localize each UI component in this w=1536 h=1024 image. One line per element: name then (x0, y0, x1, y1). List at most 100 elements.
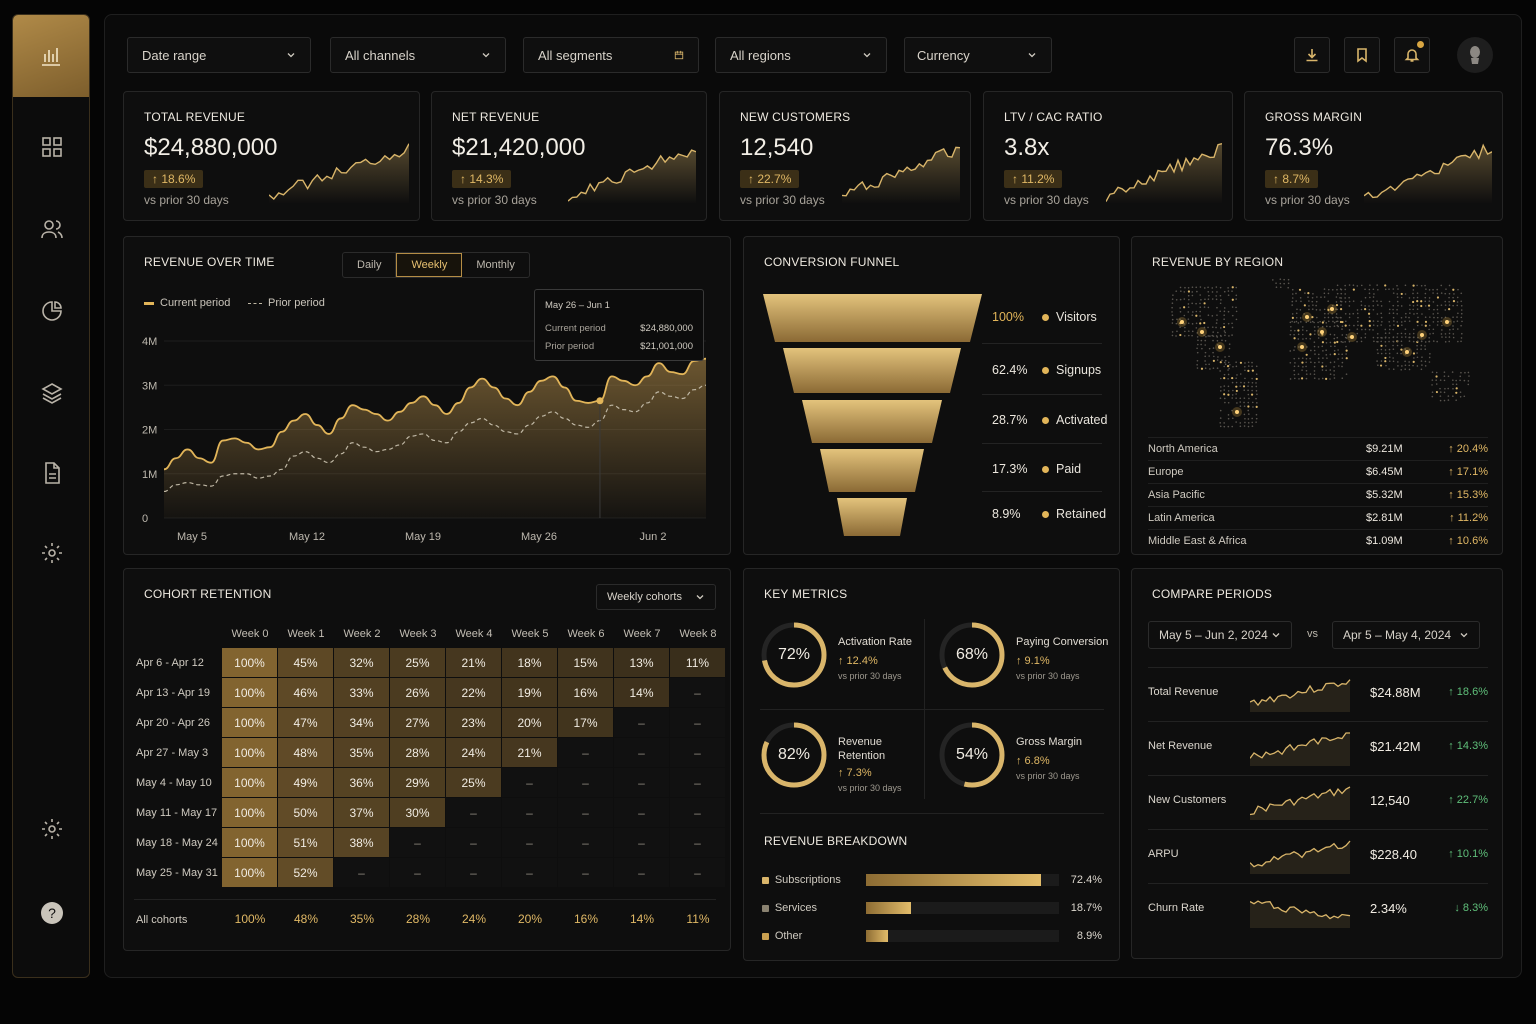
map-dot (1396, 352, 1399, 355)
map-dot (1240, 381, 1242, 384)
sidebar-item-layers[interactable] (13, 373, 91, 413)
date-range-select[interactable]: Date range (127, 37, 311, 73)
breakdown-label: Subscriptions (774, 874, 841, 886)
download-button[interactable] (1294, 37, 1330, 73)
currency-select[interactable]: Currency (904, 37, 1052, 73)
map-dot (1456, 328, 1459, 330)
map-dot (1221, 339, 1223, 342)
map-dot (1380, 305, 1383, 307)
breakdown-track (866, 930, 1060, 942)
sidebar-item-dashboard[interactable] (13, 15, 89, 97)
map-dot (1428, 356, 1431, 359)
sidebar-item-help[interactable]: ? (13, 893, 91, 933)
avatar[interactable] (1457, 37, 1493, 73)
compare-sparkline (1250, 679, 1351, 712)
map-dot (1328, 288, 1330, 291)
map-dot (1364, 296, 1367, 299)
kpi-card-net-revenue[interactable]: NET REVENUE $21,420,000 ↑ 14.3% vs prior… (431, 91, 707, 221)
map-dot (1460, 312, 1463, 315)
map-dot (1384, 337, 1387, 339)
kpi-spark-line (568, 149, 696, 202)
kpi-card-ltv-cac[interactable]: LTV / CAC RATIO 3.8x ↑ 11.2% vs prior 30… (983, 91, 1233, 221)
funnel-label: Activated (1056, 413, 1108, 427)
compare-spark-line (1250, 786, 1351, 816)
map-dot (1283, 278, 1285, 281)
cohort-select[interactable]: Weekly cohorts (596, 584, 716, 610)
map-dot (1188, 334, 1190, 337)
period-b-select[interactable]: Apr 5 – May 4, 2024 (1332, 621, 1480, 649)
tab-monthly[interactable]: Monthly (476, 259, 515, 271)
funnel-divider (982, 394, 1102, 395)
map-dot (1357, 324, 1359, 327)
map-dot (1204, 351, 1207, 354)
cohort-cell: – (614, 738, 670, 768)
sidebar-item-preferences[interactable] (13, 809, 91, 849)
tab-weekly[interactable]: Weekly (396, 253, 463, 277)
sidebar-item-documents[interactable] (13, 453, 91, 493)
map-dot (1332, 320, 1334, 323)
sidebar-item-users[interactable] (13, 209, 91, 249)
notifications-button[interactable] (1394, 37, 1430, 73)
x-tick-label: May 5 (177, 531, 207, 543)
funnel-label: Signups (1056, 363, 1102, 377)
map-dot (1208, 363, 1210, 366)
map-dot (1468, 375, 1470, 377)
sidebar-item-reports[interactable] (13, 291, 91, 331)
map-dot (1195, 327, 1198, 329)
sidebar: ? (12, 14, 90, 978)
sidebar-item-grid[interactable] (13, 127, 91, 167)
map-dot (1325, 338, 1327, 340)
map-dot (1452, 304, 1454, 307)
map-dot (1333, 353, 1336, 356)
sidebar-item-settings[interactable] (13, 533, 91, 573)
map-dot (1327, 292, 1330, 295)
map-dot (1231, 394, 1234, 396)
chevron-down-icon (863, 53, 871, 58)
kpi-card-total-revenue[interactable]: TOTAL REVENUE $24,880,000 ↑ 18.6% vs pri… (123, 91, 420, 221)
map-dot (1305, 373, 1308, 375)
map-dot (1232, 365, 1234, 368)
map-dot (1397, 365, 1399, 367)
map-dot (1432, 301, 1435, 303)
cohort-cell: – (390, 828, 446, 858)
map-dot (1416, 300, 1419, 303)
map-dot (1171, 331, 1174, 333)
map-dot (1196, 363, 1198, 366)
map-dot (1184, 326, 1186, 329)
kpi-card-gross-margin[interactable]: GROSS MARGIN 76.3% ↑ 8.7% vs prior 30 da… (1244, 91, 1503, 221)
map-dot (1329, 378, 1331, 380)
map-dot (1440, 320, 1442, 322)
bookmark-button[interactable] (1344, 37, 1380, 73)
segments-select[interactable]: All segments (523, 37, 699, 73)
map-dot (1187, 311, 1190, 313)
period-a-select[interactable]: May 5 – Jun 2, 2024 (1148, 621, 1292, 649)
map-dot (1443, 399, 1446, 402)
map-dot (1336, 284, 1339, 287)
cohort-cell: – (614, 798, 670, 828)
map-dot (1381, 337, 1383, 339)
y-tick-label: 1M (142, 469, 157, 481)
map-dot (1239, 397, 1242, 400)
map-dot (1279, 282, 1282, 285)
channels-select[interactable]: All channels (330, 37, 506, 73)
legend-current-label: Current period (160, 297, 231, 309)
map-dot (1444, 309, 1447, 311)
map-dot (1313, 365, 1316, 368)
map-dot (1330, 345, 1332, 348)
kpi-spark-line (842, 146, 960, 197)
map-dot (1204, 355, 1206, 358)
map-dot (1320, 296, 1322, 298)
map-dot (1290, 325, 1292, 328)
map-hotspot (1218, 345, 1222, 349)
regions-select[interactable]: All regions (715, 37, 887, 73)
tab-daily[interactable]: Daily (343, 253, 397, 277)
current-period-line (163, 357, 707, 471)
compare-sparkline (1250, 732, 1350, 766)
kpi-card-new-customers[interactable]: NEW CUSTOMERS 12,540 ↑ 22.7% vs prior 30… (719, 91, 971, 221)
map-dot (1211, 326, 1214, 328)
map-dot (1216, 314, 1218, 316)
cohort-row-label: Apr 20 - Apr 26 (136, 717, 210, 729)
map-dot (1305, 361, 1307, 364)
map-dot (1392, 304, 1395, 307)
map-dot (1389, 325, 1391, 327)
